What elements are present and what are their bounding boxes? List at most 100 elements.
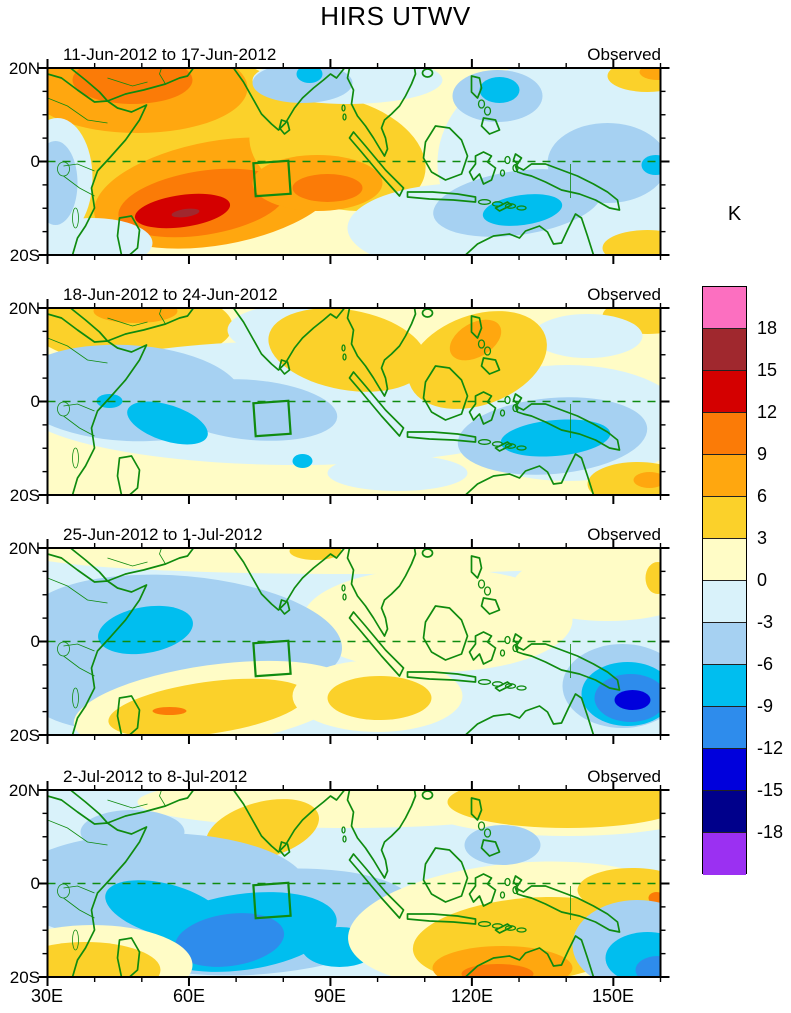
colorbar-cell	[703, 581, 746, 623]
anomaly-field	[47, 68, 661, 255]
panel-3-header: 25-Jun-2012 to 1-Jul-2012 Observed	[47, 523, 661, 545]
panel-border	[46, 789, 662, 978]
xtick-90e: 90E	[313, 986, 347, 1006]
panel-1-source-label: Observed	[587, 45, 661, 64]
panel-2-date-range: 18-Jun-2012 to 24-Jun-2012	[63, 285, 278, 304]
anomaly-blob	[292, 174, 363, 202]
colorbar-cell	[703, 623, 746, 665]
panel-4-map	[38, 781, 670, 986]
colorbar-cell	[703, 371, 746, 413]
anomaly-blob	[174, 913, 285, 967]
xtick-120e: 120E	[450, 986, 494, 1006]
panel-4-header: 2-Jul-2012 to 8-Jul-2012 Observed	[47, 765, 661, 787]
anomaly-blob	[47, 548, 661, 574]
panel-4-source-label: Observed	[587, 767, 661, 786]
colorbar-tick-label: -9	[757, 696, 774, 716]
panel-border	[46, 547, 662, 736]
colorbar-tick-label: 9	[757, 444, 768, 464]
anomaly-blob	[635, 956, 661, 977]
xtick-60e: 60E	[172, 986, 206, 1006]
panel-4-ytick-20n: 20N	[8, 781, 40, 800]
panel-4-ytick-20s: 20S	[9, 968, 40, 987]
colorbar	[702, 286, 747, 875]
colorbar-cell	[703, 791, 746, 833]
colorbar-cell	[703, 329, 746, 371]
anomaly-blob	[289, 548, 342, 560]
anomaly-field	[47, 308, 661, 495]
panel-2-ytick-20n: 20N	[8, 299, 40, 318]
panel-2-map	[38, 299, 670, 504]
panel-1-header: 11-Jun-2012 to 17-Jun-2012 Observed	[47, 43, 661, 65]
anomaly-blob	[268, 308, 427, 392]
colorbar-tick-label: 6	[757, 486, 768, 506]
colorbar-cell	[703, 539, 746, 581]
anomaly-blob	[532, 314, 643, 358]
colorbar-cell	[703, 413, 746, 455]
colorbar-cell	[703, 665, 746, 707]
panel-3-ytick-20n: 20N	[8, 539, 40, 558]
anomaly-blob	[633, 472, 661, 488]
colorbar-tick-label: -6	[757, 654, 774, 674]
anomaly-blob	[167, 379, 338, 441]
anomaly-field	[47, 548, 661, 735]
anomaly-blob	[645, 562, 661, 594]
target-region-box	[252, 399, 292, 438]
anomaly-blob	[447, 790, 661, 828]
panel-4-date-range: 2-Jul-2012 to 8-Jul-2012	[63, 767, 248, 786]
anomaly-blob	[47, 141, 78, 225]
colorbar-cell	[703, 455, 746, 497]
target-region-box	[252, 881, 292, 920]
colorbar-tick-label: -15	[757, 780, 784, 800]
colorbar-tick-label: 15	[757, 360, 778, 380]
colorbar-unit-label: K	[727, 203, 742, 225]
anomaly-blob	[648, 892, 661, 904]
panel-1-map	[38, 59, 670, 264]
panel-1-date-range: 11-Jun-2012 to 17-Jun-2012	[63, 45, 277, 64]
colorbar-tick-label: 0	[757, 570, 768, 590]
anomaly-blob	[639, 68, 661, 80]
anomaly-blob	[93, 308, 178, 323]
colorbar-tick-label: -3	[757, 612, 774, 632]
xtick-150e: 150E	[591, 986, 635, 1006]
anomaly-field	[47, 790, 661, 977]
panel-1-ytick-0: 0	[30, 152, 40, 171]
colorbar-tick-label: -18	[757, 822, 784, 842]
panel-3-source-label: Observed	[587, 525, 661, 544]
colorbar-cell	[703, 287, 746, 329]
panel-2-ytick-0: 0	[30, 392, 40, 411]
anomaly-blob	[127, 401, 208, 445]
colorbar-tick-label: 3	[757, 528, 768, 548]
panel-3-ytick-20s: 20S	[9, 726, 40, 745]
anomaly-blob	[449, 319, 502, 361]
colorbar-cell	[703, 497, 746, 539]
panel-1-ytick-20n: 20N	[8, 59, 40, 78]
anomaly-blob	[302, 568, 573, 672]
colorbar-tick-label: -12	[757, 738, 784, 758]
anomaly-blob	[408, 311, 547, 409]
panel-4-ytick-0: 0	[30, 874, 40, 893]
anomaly-blob	[461, 964, 534, 977]
colorbar-tick-label: 18	[757, 318, 778, 338]
panel-3-map	[38, 539, 670, 744]
anomaly-blob	[464, 825, 541, 865]
anomaly-blob	[602, 230, 661, 255]
panel-1-ytick-20s: 20S	[9, 246, 40, 265]
panel-3-ytick-0: 0	[30, 632, 40, 651]
panel-border	[46, 67, 662, 256]
anomaly-blob	[292, 454, 313, 468]
panel-2-source-label: Observed	[587, 285, 661, 304]
anomaly-blob	[296, 68, 323, 83]
anomaly-blob	[171, 208, 200, 218]
target-region-box	[252, 639, 292, 678]
anomaly-blob	[614, 690, 651, 710]
anomaly-blob	[108, 678, 307, 735]
xtick-30e: 30E	[30, 986, 64, 1006]
colorbar-cell	[703, 707, 746, 749]
figure-title: HIRS UTWV	[320, 1, 471, 31]
panel-2-header: 18-Jun-2012 to 24-Jun-2012 Observed	[47, 283, 661, 305]
anomaly-blob	[327, 676, 432, 720]
anomaly-blob	[327, 455, 468, 491]
panel-border	[46, 307, 662, 496]
panel-3-date-range: 25-Jun-2012 to 1-Jul-2012	[63, 525, 263, 544]
panel-2-ytick-20s: 20S	[9, 486, 40, 505]
